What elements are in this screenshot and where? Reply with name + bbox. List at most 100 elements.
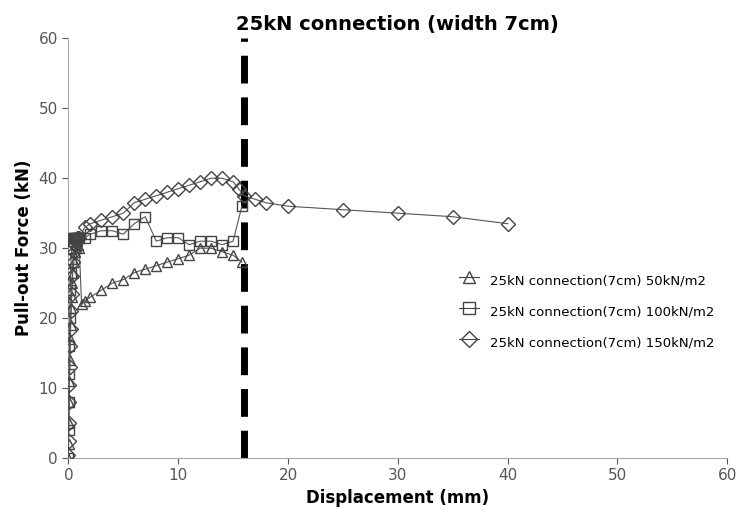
25kN connection(7cm) 50kN/m2 (65, 378, 74, 384)
25kN connection(7cm) 150kN/m2 (284, 203, 293, 209)
25kN connection(7cm) 50kN/m2 (64, 441, 73, 447)
25kN connection(7cm) 50kN/m2 (152, 263, 161, 269)
25kN connection(7cm) 150kN/m2 (250, 196, 259, 203)
25kN connection(7cm) 100kN/m2 (65, 287, 74, 293)
25kN connection(7cm) 100kN/m2 (73, 234, 82, 241)
25kN connection(7cm) 150kN/m2 (196, 179, 205, 185)
25kN connection(7cm) 150kN/m2 (393, 210, 402, 216)
25kN connection(7cm) 100kN/m2 (71, 234, 80, 241)
25kN connection(7cm) 150kN/m2 (67, 308, 76, 314)
25kN connection(7cm) 50kN/m2 (68, 280, 77, 286)
25kN connection(7cm) 150kN/m2 (97, 217, 106, 223)
25kN connection(7cm) 100kN/m2 (65, 371, 74, 377)
25kN connection(7cm) 50kN/m2 (74, 245, 83, 251)
25kN connection(7cm) 100kN/m2 (67, 245, 76, 251)
25kN connection(7cm) 150kN/m2 (65, 364, 74, 370)
25kN connection(7cm) 50kN/m2 (80, 298, 89, 304)
25kN connection(7cm) 50kN/m2 (217, 248, 226, 255)
25kN connection(7cm) 150kN/m2 (86, 221, 95, 227)
25kN connection(7cm) 50kN/m2 (119, 277, 128, 283)
25kN connection(7cm) 100kN/m2 (141, 213, 150, 220)
25kN connection(7cm) 150kN/m2 (229, 179, 238, 185)
25kN connection(7cm) 150kN/m2 (64, 452, 73, 458)
25kN connection(7cm) 100kN/m2 (64, 399, 73, 405)
25kN connection(7cm) 100kN/m2 (74, 234, 83, 241)
25kN connection(7cm) 50kN/m2 (162, 259, 171, 265)
Y-axis label: Pull-out Force (kN): Pull-out Force (kN) (15, 160, 33, 336)
25kN connection(7cm) 100kN/m2 (152, 238, 161, 244)
25kN connection(7cm) 100kN/m2 (68, 234, 77, 241)
25kN connection(7cm) 100kN/m2 (174, 234, 183, 241)
25kN connection(7cm) 150kN/m2 (68, 259, 77, 265)
25kN connection(7cm) 150kN/m2 (71, 242, 80, 248)
25kN connection(7cm) 150kN/m2 (80, 224, 89, 230)
25kN connection(7cm) 150kN/m2 (262, 199, 271, 206)
25kN connection(7cm) 50kN/m2 (73, 238, 82, 244)
25kN connection(7cm) 150kN/m2 (108, 213, 117, 220)
25kN connection(7cm) 150kN/m2 (448, 213, 457, 220)
25kN connection(7cm) 100kN/m2 (207, 238, 216, 244)
25kN connection(7cm) 100kN/m2 (74, 234, 83, 241)
25kN connection(7cm) 150kN/m2 (119, 210, 128, 216)
25kN connection(7cm) 150kN/m2 (130, 199, 139, 206)
Title: 25kN connection (width 7cm): 25kN connection (width 7cm) (236, 15, 559, 34)
25kN connection(7cm) 150kN/m2 (207, 175, 216, 181)
25kN connection(7cm) 100kN/m2 (229, 238, 238, 244)
25kN connection(7cm) 50kN/m2 (67, 294, 76, 300)
25kN connection(7cm) 150kN/m2 (64, 420, 73, 426)
25kN connection(7cm) 50kN/m2 (65, 357, 74, 363)
25kN connection(7cm) 150kN/m2 (64, 437, 73, 444)
25kN connection(7cm) 50kN/m2 (68, 269, 77, 276)
25kN connection(7cm) 50kN/m2 (67, 304, 76, 311)
25kN connection(7cm) 50kN/m2 (141, 266, 150, 272)
25kN connection(7cm) 150kN/m2 (503, 221, 512, 227)
25kN connection(7cm) 150kN/m2 (68, 273, 77, 279)
25kN connection(7cm) 50kN/m2 (238, 259, 247, 265)
25kN connection(7cm) 100kN/m2 (66, 269, 75, 276)
25kN connection(7cm) 150kN/m2 (67, 291, 76, 297)
25kN connection(7cm) 150kN/m2 (74, 234, 83, 241)
25kN connection(7cm) 50kN/m2 (196, 245, 205, 251)
25kN connection(7cm) 150kN/m2 (66, 326, 75, 332)
25kN connection(7cm) 150kN/m2 (185, 182, 194, 188)
Line: 25kN connection(7cm) 100kN/m2: 25kN connection(7cm) 100kN/m2 (63, 201, 247, 463)
25kN connection(7cm) 150kN/m2 (152, 193, 161, 199)
25kN connection(7cm) 50kN/m2 (69, 259, 78, 265)
Legend: 25kN connection(7cm) 50kN/m2, 25kN connection(7cm) 100kN/m2, 25kN connection(7cm: 25kN connection(7cm) 50kN/m2, 25kN conne… (453, 264, 720, 359)
25kN connection(7cm) 50kN/m2 (97, 287, 106, 293)
25kN connection(7cm) 100kN/m2 (217, 242, 226, 248)
25kN connection(7cm) 50kN/m2 (74, 242, 83, 248)
25kN connection(7cm) 50kN/m2 (108, 280, 117, 286)
25kN connection(7cm) 50kN/m2 (66, 322, 75, 328)
25kN connection(7cm) 50kN/m2 (71, 248, 80, 255)
25kN connection(7cm) 100kN/m2 (196, 238, 205, 244)
25kN connection(7cm) 100kN/m2 (162, 234, 171, 241)
25kN connection(7cm) 100kN/m2 (64, 427, 73, 433)
25kN connection(7cm) 50kN/m2 (207, 245, 216, 251)
25kN connection(7cm) 100kN/m2 (71, 234, 80, 241)
25kN connection(7cm) 100kN/m2 (86, 231, 95, 238)
25kN connection(7cm) 150kN/m2 (65, 399, 74, 405)
25kN connection(7cm) 50kN/m2 (185, 252, 194, 258)
25kN connection(7cm) 50kN/m2 (65, 399, 74, 405)
25kN connection(7cm) 150kN/m2 (73, 234, 82, 241)
25kN connection(7cm) 150kN/m2 (71, 238, 80, 244)
25kN connection(7cm) 50kN/m2 (71, 242, 80, 248)
Line: 25kN connection(7cm) 150kN/m2: 25kN connection(7cm) 150kN/m2 (63, 173, 513, 459)
25kN connection(7cm) 150kN/m2 (65, 343, 74, 349)
25kN connection(7cm) 150kN/m2 (234, 186, 243, 192)
25kN connection(7cm) 150kN/m2 (240, 193, 249, 199)
25kN connection(7cm) 50kN/m2 (229, 252, 238, 258)
25kN connection(7cm) 150kN/m2 (141, 196, 150, 203)
25kN connection(7cm) 50kN/m2 (64, 420, 73, 426)
25kN connection(7cm) 100kN/m2 (97, 228, 106, 234)
25kN connection(7cm) 100kN/m2 (68, 238, 77, 244)
25kN connection(7cm) 50kN/m2 (77, 301, 86, 307)
25kN connection(7cm) 100kN/m2 (108, 228, 117, 234)
25kN connection(7cm) 150kN/m2 (65, 382, 74, 388)
25kN connection(7cm) 150kN/m2 (174, 186, 183, 192)
Line: 25kN connection(7cm) 50kN/m2: 25kN connection(7cm) 50kN/m2 (63, 236, 247, 463)
25kN connection(7cm) 100kN/m2 (64, 455, 73, 461)
25kN connection(7cm) 150kN/m2 (74, 234, 83, 241)
25kN connection(7cm) 150kN/m2 (217, 175, 226, 181)
